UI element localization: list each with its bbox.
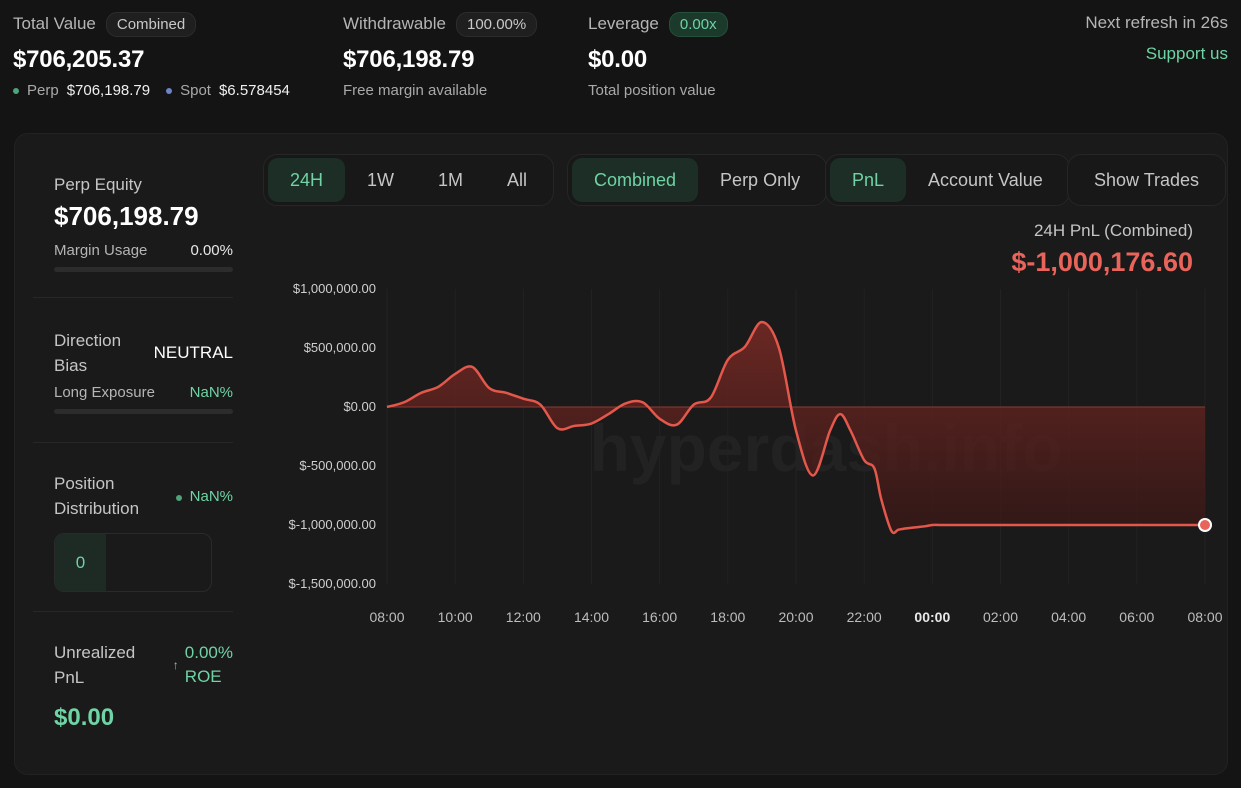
refresh-area: Next refresh in 26s Support us xyxy=(1085,13,1228,64)
x-tick-label: 12:00 xyxy=(506,609,541,625)
x-tick-label: 00:00 xyxy=(914,609,950,625)
withdrawable-label: Withdrawable xyxy=(343,14,446,33)
scope-combined[interactable]: Combined xyxy=(572,158,699,202)
spot-dot-icon xyxy=(166,87,173,94)
refresh-countdown: Next refresh in 26s xyxy=(1085,13,1228,32)
x-tick-label: 18:00 xyxy=(710,609,745,625)
leverage-badge: 0.00x xyxy=(668,11,728,37)
position-distribution-section: Position Distribution NaN% 0 xyxy=(33,443,233,612)
margin-usage-value: 0.00% xyxy=(190,242,233,259)
total-value-label: Total Value xyxy=(13,14,96,33)
long-exposure-value: NaN% xyxy=(189,384,233,401)
y-tick-label: $1,000,000.00 xyxy=(293,281,376,296)
distribution-dot-icon xyxy=(175,494,182,501)
y-tick-label: $500,000.00 xyxy=(304,340,376,355)
combined-badge: Combined xyxy=(105,11,197,37)
x-tick-label: 14:00 xyxy=(574,609,609,625)
timeframe-24h[interactable]: 24H xyxy=(268,158,346,202)
support-us-link[interactable]: Support us xyxy=(1145,44,1228,63)
timeframe-toggle: 24H 1W 1M All xyxy=(263,154,555,206)
last-point-marker xyxy=(1198,518,1212,532)
long-exposure-bar xyxy=(54,409,233,414)
withdrawable-value: $706,198.79 xyxy=(343,46,475,73)
bias-label: Bias xyxy=(54,356,88,375)
perp-equity-value: $706,198.79 xyxy=(54,201,199,231)
perp-equity-section: Perp Equity $706,198.79 Margin Usage 0.0… xyxy=(33,134,233,298)
leverage-sub: Total position value xyxy=(588,82,716,99)
perp-equity-label: Perp Equity xyxy=(54,175,142,194)
long-exposure-label: Long Exposure xyxy=(54,384,155,401)
x-tick-label: 06:00 xyxy=(1119,609,1154,625)
leverage-stat: Leverage 0.00x $0.00 Total position valu… xyxy=(588,10,728,99)
pnl-series-line xyxy=(386,320,1205,535)
show-trades-button[interactable]: Show Trades xyxy=(1094,169,1200,190)
perp-dot-icon xyxy=(13,87,19,94)
x-tick-label: 08:00 xyxy=(369,609,404,625)
position-distribution-value: NaN% xyxy=(189,487,233,505)
roe-value: 0.00% xyxy=(184,643,233,662)
roe-label: ROE xyxy=(184,667,222,686)
direction-label: Direction xyxy=(54,331,122,350)
pnl-total-value: $-1,000,176.60 xyxy=(1011,247,1193,277)
metric-account-value[interactable]: Account Value xyxy=(928,169,1043,190)
metrics-sidebar: Perp Equity $706,198.79 Margin Usage 0.0… xyxy=(33,134,233,732)
y-tick-label: $-1,500,000.00 xyxy=(289,576,376,591)
y-tick-label: $0.00 xyxy=(343,399,376,414)
unrealized-label: Unrealized xyxy=(54,643,136,662)
spot-label: Spot xyxy=(180,82,211,99)
position-label: Position xyxy=(54,474,115,493)
pnl-period-label: 24H PnL (Combined) xyxy=(1033,221,1193,240)
x-tick-label: 08:00 xyxy=(1187,609,1222,625)
distribution-label: Distribution xyxy=(54,499,140,518)
roe-arrow-icon: ↑ xyxy=(172,658,179,672)
leverage-label: Leverage xyxy=(588,14,659,33)
x-tick-label: 22:00 xyxy=(847,609,882,625)
pnl-header: 24H PnL (Combined) $-1,000,176.60 xyxy=(1011,221,1193,278)
withdrawable-sub: Free margin available xyxy=(343,82,488,99)
unrealized-pnl-section: Unrealized PnL ↑ 0.00% ROE $0.00 xyxy=(33,612,233,732)
show-trades-group: Show Trades xyxy=(1067,154,1227,206)
x-tick-label: 20:00 xyxy=(778,609,813,625)
metric-pnl[interactable]: PnL xyxy=(830,158,907,202)
direction-bias-section: Direction Bias NEUTRAL Long Exposure NaN… xyxy=(33,298,233,443)
perp-value: $706,198.79 xyxy=(66,82,151,99)
y-tick-label: $-500,000.00 xyxy=(299,458,376,473)
margin-usage-bar xyxy=(54,267,233,272)
spot-value: $6.578454 xyxy=(218,82,290,99)
pnl-chart[interactable]: hyperdash.info$1,000,000.00$500,000.00$0… xyxy=(15,134,1227,774)
account-summary: Total Value Combined $706,205.37 Perp $7… xyxy=(0,0,1241,120)
x-tick-label: 16:00 xyxy=(642,609,677,625)
y-tick-label: $-1,000,000.00 xyxy=(289,517,376,532)
position-count: 0 xyxy=(55,534,106,591)
leverage-value: $0.00 xyxy=(588,46,648,73)
direction-bias-value: NEUTRAL xyxy=(153,343,233,362)
scope-toggle: Combined Perp Only xyxy=(567,154,828,206)
withdrawable-badge: 100.00% xyxy=(456,11,538,37)
x-tick-label: 02:00 xyxy=(983,609,1018,625)
timeframe-all[interactable]: All xyxy=(507,169,528,190)
perp-label: Perp xyxy=(27,82,59,99)
withdrawable-stat: Withdrawable 100.00% $706,198.79 Free ma… xyxy=(343,10,538,99)
total-value: $706,205.37 xyxy=(13,46,145,73)
metric-toggle: PnL Account Value xyxy=(825,154,1070,206)
pnl-label: PnL xyxy=(54,668,85,687)
distribution-box: 0 xyxy=(54,533,212,592)
unrealized-pnl-value: $0.00 xyxy=(54,704,115,731)
x-tick-label: 04:00 xyxy=(1051,609,1086,625)
x-tick-label: 10:00 xyxy=(438,609,473,625)
pnl-panel: Perp Equity $706,198.79 Margin Usage 0.0… xyxy=(14,133,1228,775)
timeframe-1m[interactable]: 1M xyxy=(438,169,464,190)
timeframe-1w[interactable]: 1W xyxy=(367,169,395,190)
scope-perp-only[interactable]: Perp Only xyxy=(720,169,801,190)
total-value-stat: Total Value Combined $706,205.37 Perp $7… xyxy=(13,10,306,99)
margin-usage-label: Margin Usage xyxy=(54,242,148,259)
